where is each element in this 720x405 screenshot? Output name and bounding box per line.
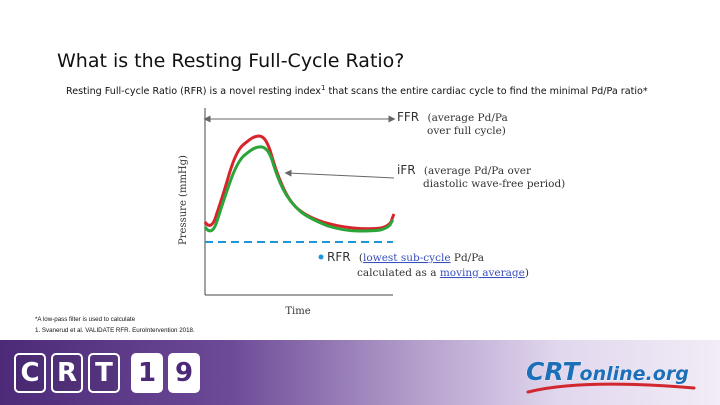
rfr-label: RFR (lowest sub-cycle Pd/Pa <box>327 250 484 264</box>
ifr-arrow <box>284 169 395 179</box>
slide-subtitle: Resting Full-cycle Ratio (RFR) is a nove… <box>66 84 648 97</box>
rfr-name: RFR <box>327 250 351 264</box>
footnote-reference: 1. Svanerud et al. VALIDATE RFR. EuroInt… <box>35 327 195 334</box>
pa-pressure-curve <box>203 134 396 231</box>
crt-year-digit-1: 1 <box>131 353 163 393</box>
crtonline-suffix: online.org <box>580 363 689 385</box>
subtitle-reference: 1 <box>320 84 326 92</box>
crt-letter-c: C <box>14 353 46 393</box>
slide-title: What is the Resting Full-Cycle Ratio? <box>57 50 405 72</box>
rfr-desc-close: ) <box>525 267 529 279</box>
rfr-desc-open: ( <box>359 252 363 264</box>
ffr-name: FFR <box>397 110 419 124</box>
ffr-desc-line1: (average Pd/Pa <box>428 112 508 124</box>
crt-letter-r: R <box>51 353 83 393</box>
crt-year-digit-9: 9 <box>168 353 200 393</box>
pd-pressure-curve <box>203 145 395 233</box>
rfr-desc-link-moving-average: moving average <box>440 267 525 279</box>
ffr-label: FFR (average Pd/Pa <box>397 110 508 124</box>
crt-letter-t: T <box>88 353 120 393</box>
footer-banner: C R T 1 9 CRTonline.org <box>0 340 720 405</box>
ifr-name: iFR <box>397 163 416 177</box>
rfr-diagram: Pressure (mmHg) Time FFR (average Pd/Pa … <box>178 108 565 317</box>
crtonline-text: CRTonline.org <box>526 357 689 386</box>
subtitle-text-1: Resting Full-cycle Ratio (RFR) is a nove… <box>66 86 321 98</box>
crtonline-main: CRT <box>526 357 581 386</box>
x-axis-label: Time <box>285 306 310 317</box>
crt19-logo: C R T 1 9 <box>14 353 200 393</box>
crtonline-logo: CRTonline.org <box>526 357 696 394</box>
ifr-desc-line1: (average Pd/Pa over <box>424 165 532 177</box>
rfr-desc-pdpa: Pd/Pa <box>451 252 485 264</box>
rfr-desc-line2: calculated as a moving average) <box>357 267 529 279</box>
ffr-desc-line2: over full cycle) <box>427 125 506 137</box>
subtitle-text-2: that scans the entire cardiac cycle to f… <box>325 86 648 98</box>
rfr-desc-link-lowest: lowest sub-cycle <box>363 252 451 264</box>
crtonline-swoosh-icon <box>526 382 696 394</box>
ifr-label: iFR (average Pd/Pa over <box>397 163 532 177</box>
footnote-filter: *A low-pass filter is used to calculate <box>35 316 136 323</box>
y-axis-label: Pressure (mmHg) <box>178 155 189 245</box>
rfr-bullet <box>318 254 324 260</box>
ifr-desc-line2: diastolic wave-free period) <box>423 178 565 190</box>
rfr-desc-calculated: calculated as a <box>357 267 440 279</box>
